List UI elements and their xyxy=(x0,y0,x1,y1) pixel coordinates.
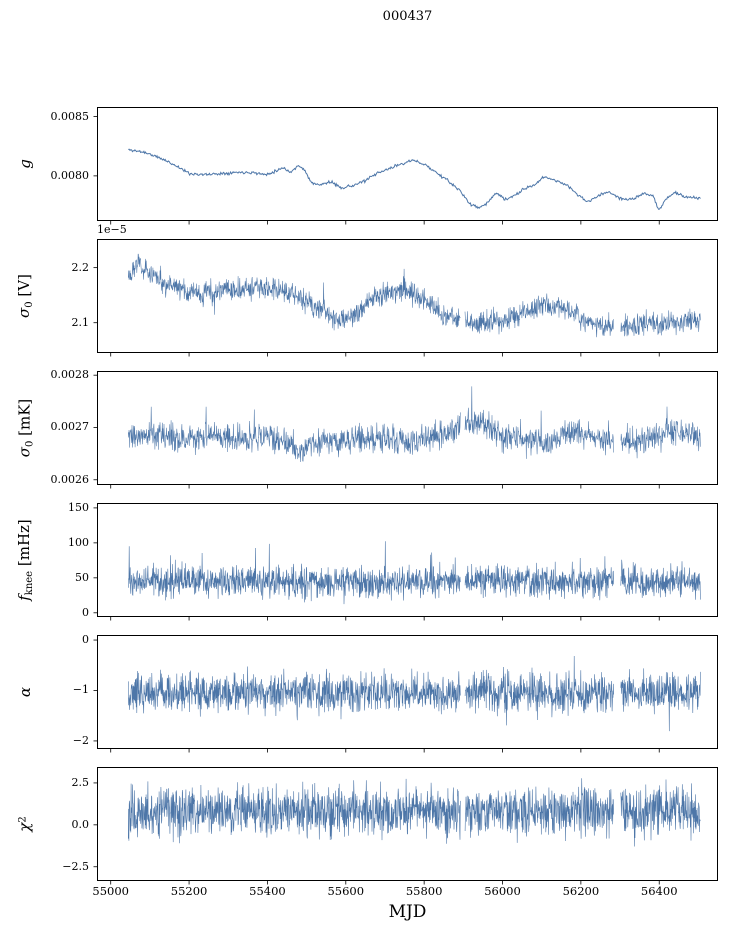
axes-frame xyxy=(97,635,718,749)
data-series-fknee xyxy=(128,541,701,605)
x-tick-marks xyxy=(110,485,660,489)
y-tick-marks xyxy=(93,267,97,324)
plot-area-g xyxy=(93,107,718,225)
ytick-label: −1 xyxy=(72,683,89,697)
ytick-label: 50 xyxy=(75,570,89,584)
x-tick-marks xyxy=(110,353,660,357)
ylabel-segment: 0 xyxy=(24,440,35,448)
ylabel-segment: g xyxy=(15,159,34,169)
plot-area-alpha xyxy=(93,635,718,753)
y-axis-label-g: g xyxy=(16,159,34,169)
panel-fknee: fknee [mHz] 0 50 100 150 xyxy=(0,500,732,621)
ylabel-wrap-fknee: fknee [mHz] xyxy=(2,503,48,617)
ytick-label: 150 xyxy=(68,500,89,514)
data-series-sigma0-v xyxy=(128,253,701,338)
panel-sigma0-mk: σ0 [mK] 0.0026 0.0027 0.0028 xyxy=(0,368,732,489)
xtick-label: 56400 xyxy=(640,884,678,898)
ytick-label: 0.0085 xyxy=(50,109,90,123)
plot-area-sigma0-v xyxy=(93,239,718,357)
plot-area-fknee xyxy=(93,503,718,621)
ytick-label: 0.0 xyxy=(71,817,90,831)
ytick-label: 2.5 xyxy=(71,775,90,789)
ylabel-segment: 0 xyxy=(24,301,35,308)
ytick-label: 0 xyxy=(82,633,89,647)
data-series-alpha xyxy=(128,655,701,732)
panel-chi2: χ2 2.5 0.0 −2.5 xyxy=(0,767,732,885)
plot-area-chi2 xyxy=(93,767,718,885)
xtick-label: 56000 xyxy=(484,884,521,898)
panel-alpha: α 0 −1 −2 xyxy=(0,633,732,753)
panel-sigma0-v: σ0 [V] 2.1 2.2 1e−5 xyxy=(0,223,732,357)
xtick-label: 55600 xyxy=(327,884,365,898)
ytick-label: 0 xyxy=(82,605,89,619)
y-axis-label-sigma0-v: σ0 [V] xyxy=(15,274,35,318)
ytick-label: 0.0027 xyxy=(50,420,90,434)
data-series-g xyxy=(128,148,701,210)
y-axis-label-fknee: fknee [mHz] xyxy=(15,519,35,601)
y-tick-marks xyxy=(93,782,97,868)
xtick-label: 56200 xyxy=(562,884,600,898)
data-series-chi2 xyxy=(128,778,701,847)
x-tick-marks xyxy=(110,749,660,753)
axes-frame xyxy=(97,107,718,221)
ytick-label: 2.1 xyxy=(71,315,90,329)
axes-frame xyxy=(97,503,718,617)
x-axis-label: MJD xyxy=(388,902,427,922)
axes-frame xyxy=(97,767,718,881)
ylabel-segment: f xyxy=(15,595,33,601)
ylabel-segment: [V] xyxy=(15,274,33,302)
ytick-label: 100 xyxy=(68,535,89,549)
y-tick-marks xyxy=(93,374,97,481)
plot-area-sigma0-mk xyxy=(93,371,718,489)
panel-g: g 0.0080 0.0085 xyxy=(0,107,732,225)
ytick-label: −2.5 xyxy=(62,859,89,873)
x-tick-marks xyxy=(110,221,660,225)
axes-frame xyxy=(97,371,718,485)
axis-offset-label: 1e−5 xyxy=(97,223,127,236)
ytick-label: 2.2 xyxy=(71,260,90,274)
ytick-label: 0.0028 xyxy=(50,368,90,382)
plot-title: 000437 xyxy=(382,9,433,24)
ytick-label: −2 xyxy=(72,733,89,747)
x-tick-marks xyxy=(110,881,660,885)
ylabel-segment: σ xyxy=(15,447,33,458)
y-tick-marks xyxy=(93,116,97,177)
data-series-sigma0-mk xyxy=(128,386,701,463)
ylabel-wrap-g: g xyxy=(2,107,48,221)
xtick-label: 55200 xyxy=(170,884,208,898)
x-tick-labels: 55000 55200 55400 55600 55800 56000 56200 56400 xyxy=(0,884,732,900)
ytick-label: 0.0026 xyxy=(50,472,90,486)
axes-frame xyxy=(97,239,718,353)
ytick-label: 0.0080 xyxy=(50,168,90,182)
xtick-label: 55400 xyxy=(249,884,286,898)
xtick-label: 55000 xyxy=(92,884,129,898)
y-tick-marks xyxy=(93,639,97,742)
x-tick-marks xyxy=(110,617,660,621)
xtick-label: 55800 xyxy=(405,884,443,898)
y-tick-marks xyxy=(93,507,97,614)
ylabel-wrap-sigma0-v: σ0 [V] xyxy=(2,239,48,353)
